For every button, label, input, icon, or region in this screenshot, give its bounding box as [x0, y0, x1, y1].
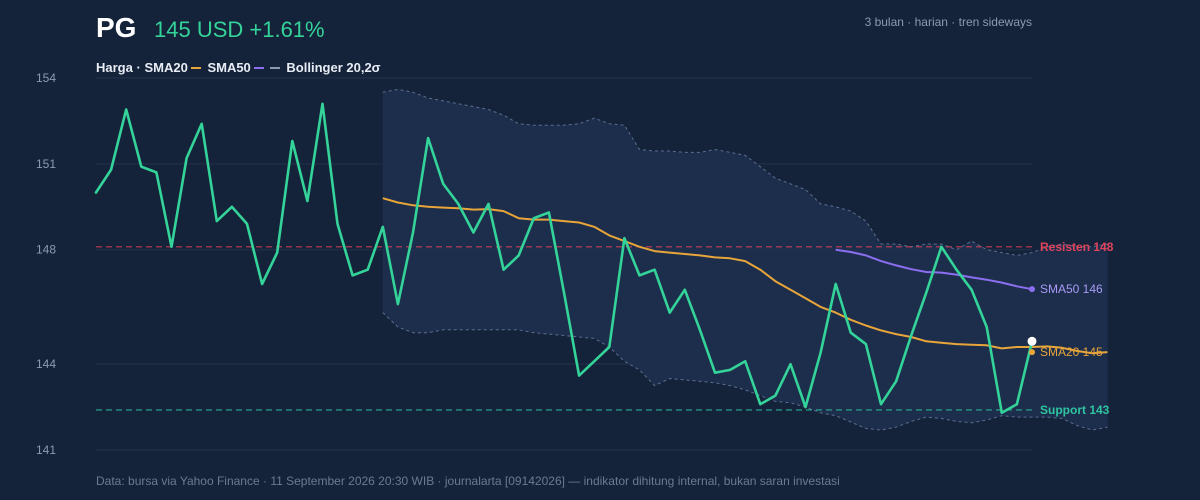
indicator-lines — [94, 102, 1108, 415]
y-tick-label: 148 — [36, 243, 56, 257]
ticker-symbol: PG — [96, 12, 137, 43]
sma50-swatch — [253, 66, 264, 69]
sma20-end-label: SMA20 145 — [1040, 345, 1103, 359]
period-info: 3 bulan · harian · tren sideways — [864, 15, 1032, 29]
bollinger-swatch — [269, 66, 280, 69]
sma20-swatch — [190, 66, 201, 69]
price-line — [94, 102, 1034, 415]
legend-bollinger: Bollinger 20,2σ — [286, 60, 381, 75]
resistance-label: Resisten 148 — [1040, 240, 1114, 254]
legend-price: Harga — [96, 60, 133, 75]
bollinger-band — [382, 88, 1108, 431]
sma50-end-marker — [1029, 286, 1035, 293]
legend-sma50: SMA50 — [207, 60, 251, 75]
bollinger-upper — [382, 88, 1108, 256]
sma20-line — [382, 197, 1108, 355]
y-tick-label: 141 — [36, 443, 56, 457]
y-tick-label: 144 — [36, 357, 56, 371]
bollinger-fill — [382, 89, 1108, 431]
bollinger-lower — [382, 312, 1108, 431]
footer-source: Data: bursa via Yahoo Finance · 11 Septe… — [96, 474, 840, 488]
price-change: 145 USD +1.61% — [154, 17, 325, 42]
support-label: Support 143 — [1040, 403, 1110, 417]
y-tick-label: 154 — [36, 71, 56, 85]
legend-separator: · — [136, 60, 141, 75]
sma20-end-marker — [1029, 349, 1035, 356]
legend-sma20: SMA20 — [144, 60, 188, 75]
chart-legend: Harga · SMA20 SMA50 Bollinger 20,2σ — [96, 60, 381, 75]
sma50-end-label: SMA50 146 — [1040, 282, 1103, 296]
axis-labels: 141 144 148 151 154 Resisten 148 Support 143 SM… — [36, 71, 1114, 457]
y-tick-label: 151 — [36, 157, 56, 171]
price-end-marker — [1027, 336, 1037, 346]
